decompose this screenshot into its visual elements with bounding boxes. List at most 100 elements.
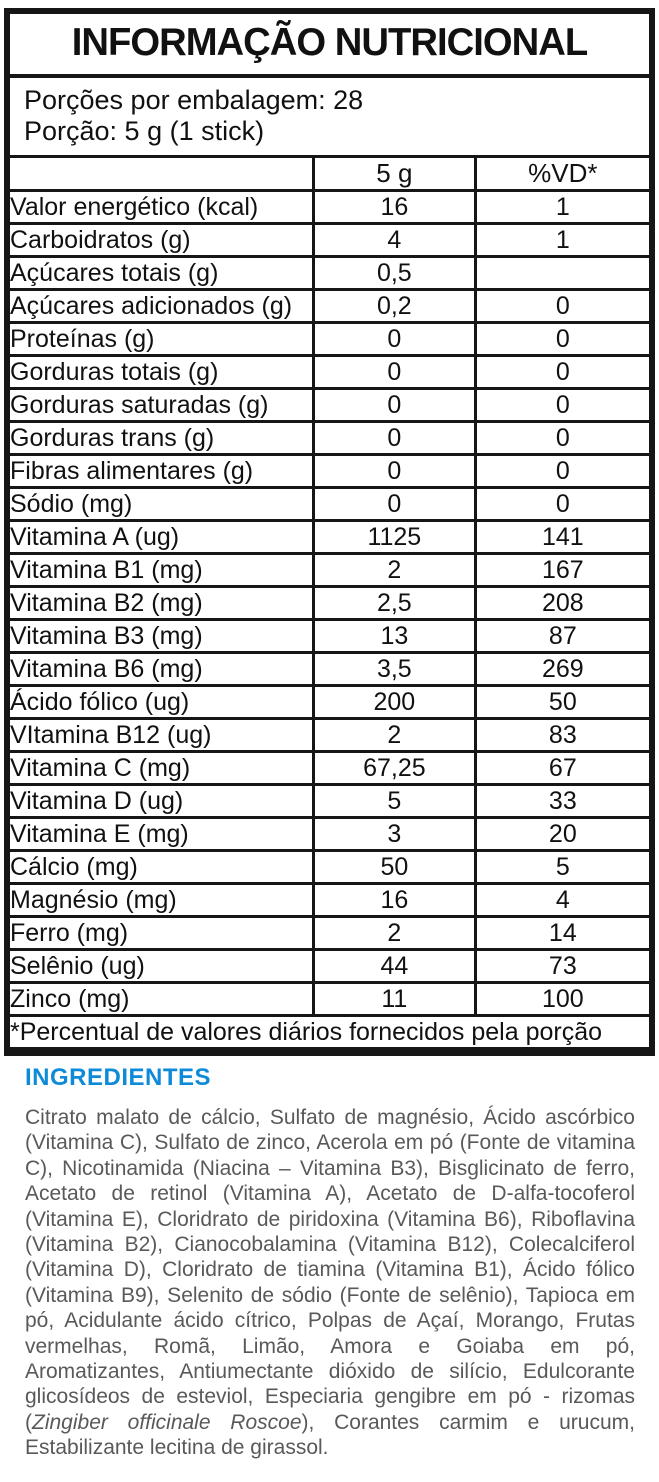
- nutrient-label: Sódio (mg): [10, 486, 316, 522]
- nutrient-amount: 16: [312, 882, 477, 918]
- panel-title: INFORMAÇÃO NUTRICIONAL: [71, 21, 589, 64]
- nutrient-amount: 3,5: [312, 651, 477, 687]
- table-row: Cálcio (mg) 50 5: [10, 849, 649, 885]
- table-row: Fibras alimentares (g) 0 0: [10, 453, 649, 489]
- table-row: Vitamina D (ug) 5 33: [10, 783, 649, 819]
- nutrient-amount: 1125: [312, 519, 477, 555]
- nutrient-label: Proteínas (g): [10, 321, 316, 357]
- table-row: Açúcares totais (g) 0,5: [10, 255, 649, 291]
- nutrient-amount: 200: [312, 684, 477, 720]
- nutrient-label: Açúcares totais (g): [10, 255, 316, 291]
- dv-footnote: *Percentual de valores diários fornecido…: [10, 1014, 649, 1050]
- table-row: Zinco (mg) 11 100: [10, 981, 649, 1017]
- nutrient-amount: 11: [312, 981, 477, 1017]
- nutrient-dv: 269: [473, 651, 649, 687]
- nutrient-amount: 2: [312, 717, 477, 753]
- nutrient-label: Ácido fólico (ug): [10, 684, 316, 720]
- nutrient-amount: 0: [312, 453, 477, 489]
- nutrient-amount: 2: [312, 552, 477, 588]
- nutrient-amount: 0,5: [312, 255, 477, 291]
- nutrient-amount: 44: [312, 948, 477, 984]
- nutrient-amount: 0: [312, 354, 477, 390]
- nutrient-dv: 5: [473, 849, 649, 885]
- nutrient-dv: 1: [473, 189, 649, 225]
- nutrient-dv: 0: [473, 288, 649, 324]
- nutrient-amount: 67,25: [312, 750, 477, 786]
- nutrient-dv: 73: [473, 948, 649, 984]
- nutrition-facts-panel: INFORMAÇÃO NUTRICIONAL Porções por embal…: [4, 8, 655, 1056]
- ingredients-section: INGREDIENTES Citrato malato de cálcio, S…: [25, 1064, 635, 1461]
- servings-per-package: Porções por embalagem: 28: [24, 85, 364, 115]
- nutrient-label: Vitamina B6 (mg): [10, 651, 316, 687]
- nutrient-dv: 0: [473, 354, 649, 390]
- nutrient-label: Fibras alimentares (g): [10, 453, 316, 489]
- nutrient-amount: 0: [312, 321, 477, 357]
- table-row: Gorduras saturadas (g) 0 0: [10, 387, 649, 423]
- table-row: Carboidratos (g) 4 1: [10, 222, 649, 258]
- nutrient-dv: 208: [473, 585, 649, 621]
- nutrient-dv: [473, 255, 649, 291]
- nutrition-table: 5 g %VD* Valor energético (kcal) 16 1 Carbo…: [10, 158, 649, 1050]
- nutrient-label: Gorduras totais (g): [10, 354, 316, 390]
- nutrient-label: Vitamina B3 (mg): [10, 618, 316, 654]
- ingredients-text-part2: ), Corantes carmim e urucum, Estabilizan…: [25, 1410, 635, 1460]
- ingredients-text-part1: Citrato malato de cálcio, Sulfato de mag…: [25, 1106, 635, 1434]
- table-row: Vitamina A (ug) 1125 141: [10, 519, 649, 555]
- table-row: Ácido fólico (ug) 200 50: [10, 684, 649, 720]
- table-row: Vitamina B1 (mg) 2 167: [10, 552, 649, 588]
- nutrient-label: Carboidratos (g): [10, 222, 316, 258]
- nutrient-amount: 4: [312, 222, 477, 258]
- nutrient-label: Selênio (ug): [10, 948, 316, 984]
- table-row: Gorduras totais (g) 0 0: [10, 354, 649, 390]
- nutrient-amount: 0: [312, 486, 477, 522]
- column-header-dv: %VD*: [473, 158, 649, 192]
- nutrient-dv: 67: [473, 750, 649, 786]
- nutrient-label: Valor energético (kcal): [10, 189, 316, 225]
- table-row: Valor energético (kcal) 16 1: [10, 189, 649, 225]
- table-row: Selênio (ug) 44 73: [10, 948, 649, 984]
- nutrient-dv: 33: [473, 783, 649, 819]
- nutrient-label: Vitamina E (mg): [10, 816, 316, 852]
- panel-title-row: INFORMAÇÃO NUTRICIONAL: [10, 14, 649, 78]
- table-row: Magnésio (mg) 16 4: [10, 882, 649, 918]
- nutrient-amount: 0: [312, 387, 477, 423]
- nutrition-rows: 5 g %VD* Valor energético (kcal) 16 1 Carbo…: [10, 158, 649, 1050]
- nutrient-label: Vitamina B1 (mg): [10, 552, 316, 588]
- serving-size: Porção: 5 g (1 stick): [24, 116, 265, 146]
- table-row: Vitamina B2 (mg) 2,5 208: [10, 585, 649, 621]
- nutrient-dv: 0: [473, 486, 649, 522]
- nutrient-dv: 0: [473, 420, 649, 456]
- ingredients-species-name: Zingiber officinale Roscoe: [32, 1410, 302, 1434]
- nutrient-dv: 0: [473, 453, 649, 489]
- nutrient-label: Vitamina C (mg): [10, 750, 316, 786]
- nutrient-amount: 0: [312, 420, 477, 456]
- table-row: Vitamina E (mg) 3 20: [10, 816, 649, 852]
- column-header-amount: 5 g: [312, 158, 477, 192]
- table-row: Vitamina C (mg) 67,25 67: [10, 750, 649, 786]
- nutrient-amount: 2,5: [312, 585, 477, 621]
- nutrient-amount: 3: [312, 816, 477, 852]
- table-row: VItamina B12 (ug) 2 83: [10, 717, 649, 753]
- nutrient-dv: 0: [473, 387, 649, 423]
- nutrient-dv: 50: [473, 684, 649, 720]
- table-row: Proteínas (g) 0 0: [10, 321, 649, 357]
- nutrient-label: Vitamina D (ug): [10, 783, 316, 819]
- footnote-row: *Percentual de valores diários fornecido…: [10, 1014, 649, 1050]
- nutrient-label: VItamina B12 (ug): [10, 717, 316, 753]
- column-header-blank: [10, 158, 316, 192]
- nutrient-dv: 0: [473, 321, 649, 357]
- nutrient-amount: 2: [312, 915, 477, 951]
- nutrient-amount: 0,2: [312, 288, 477, 324]
- nutrient-dv: 4: [473, 882, 649, 918]
- table-row: Gorduras trans (g) 0 0: [10, 420, 649, 456]
- nutrient-label: Açúcares adicionados (g): [10, 288, 316, 324]
- nutrient-label: Ferro (mg): [10, 915, 316, 951]
- nutrient-dv: 167: [473, 552, 649, 588]
- nutrient-dv: 14: [473, 915, 649, 951]
- nutrient-label: Gorduras trans (g): [10, 420, 316, 456]
- nutrient-dv: 1: [473, 222, 649, 258]
- ingredients-heading: INGREDIENTES: [25, 1064, 212, 1091]
- nutrient-amount: 13: [312, 618, 477, 654]
- nutrient-label: Vitamina A (ug): [10, 519, 316, 555]
- nutrient-amount: 50: [312, 849, 477, 885]
